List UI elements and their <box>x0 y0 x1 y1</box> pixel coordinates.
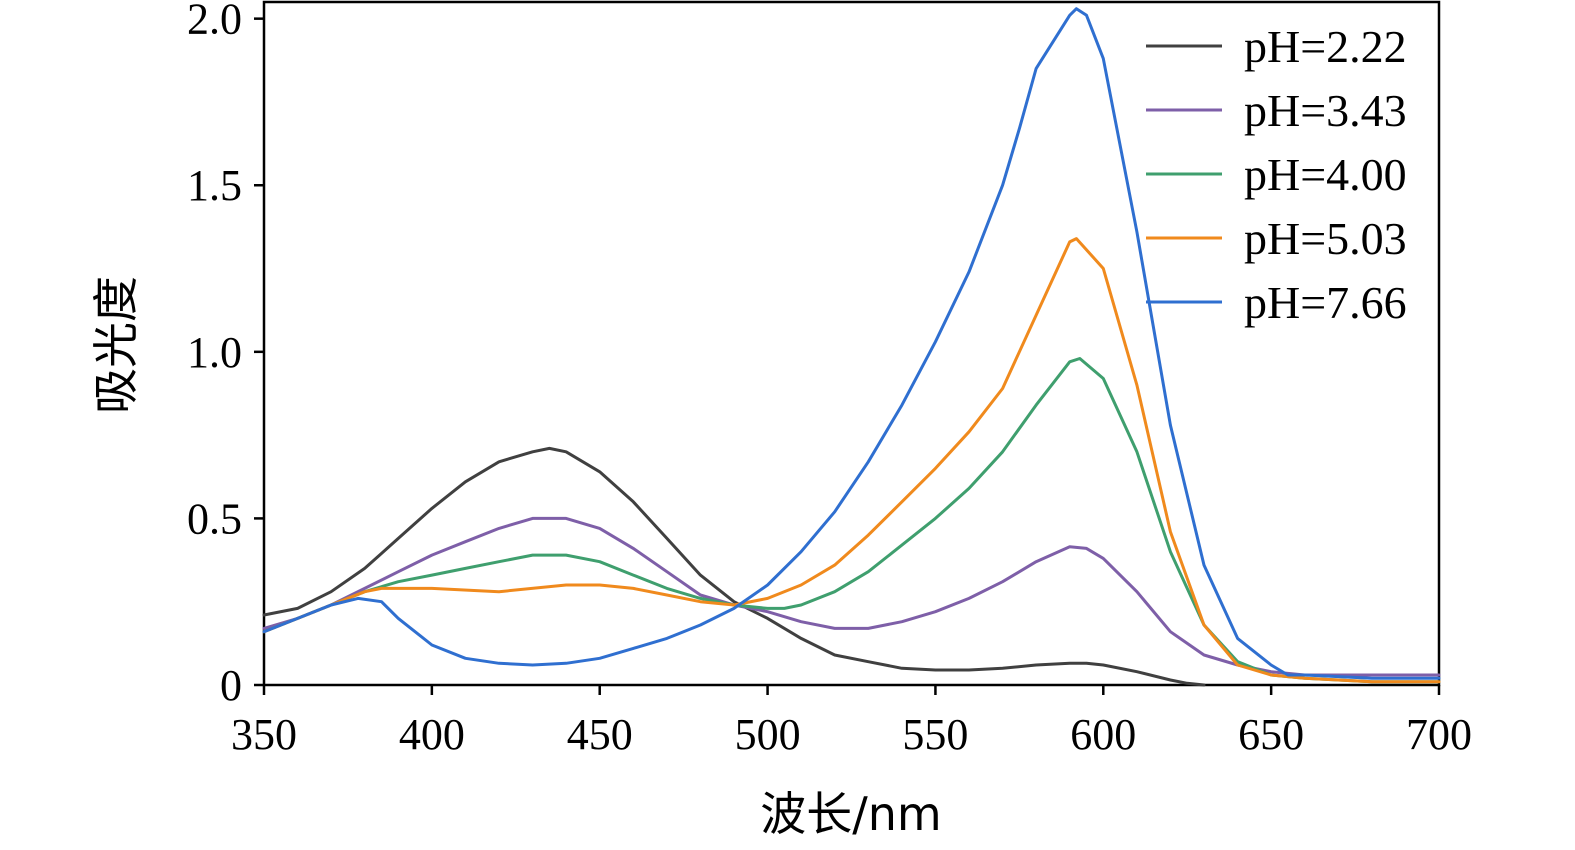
x-axis-title: 波长/nm <box>760 787 941 841</box>
y-tick-label: 1.0 <box>187 328 242 377</box>
series-line-5 <box>262 7 1441 680</box>
y-tick-label: 1.5 <box>187 161 242 210</box>
x-tick-label: 400 <box>399 710 465 759</box>
y-tick-label: 2.0 <box>187 0 242 44</box>
series-line-1 <box>262 446 1206 687</box>
legend-label-5: pH=7.66 <box>1244 277 1407 328</box>
x-axis-ticks: 350 400 450 500 550 600 650 700 <box>231 685 1472 759</box>
legend: pH=2.22 pH=3.43 pH=4.00 pH=5.03 pH=7.66 <box>1146 21 1407 328</box>
x-tick-label: 550 <box>902 710 968 759</box>
legend-label-4: pH=5.03 <box>1244 213 1407 264</box>
series-line-4 <box>262 237 1441 684</box>
x-tick-label: 700 <box>1406 710 1472 759</box>
legend-label-3: pH=4.00 <box>1244 149 1407 200</box>
plot-frame <box>262 0 1441 687</box>
y-axis-ticks: 0 0.5 1.0 1.5 2.0 <box>187 0 264 710</box>
x-tick-label: 600 <box>1070 710 1136 759</box>
x-tick-label: 350 <box>231 710 297 759</box>
y-tick-label: 0 <box>220 661 242 710</box>
x-tick-label: 650 <box>1238 710 1304 759</box>
y-axis-title: 吸光度 <box>89 276 143 414</box>
series-line-3 <box>262 357 1441 684</box>
legend-label-1: pH=2.22 <box>1244 21 1407 72</box>
series-layer <box>262 7 1441 687</box>
legend-label-2: pH=3.43 <box>1244 85 1407 136</box>
y-tick-label: 0.5 <box>187 494 242 543</box>
series-line-2 <box>262 516 1441 677</box>
x-tick-label: 500 <box>735 710 801 759</box>
x-tick-label: 450 <box>567 710 633 759</box>
